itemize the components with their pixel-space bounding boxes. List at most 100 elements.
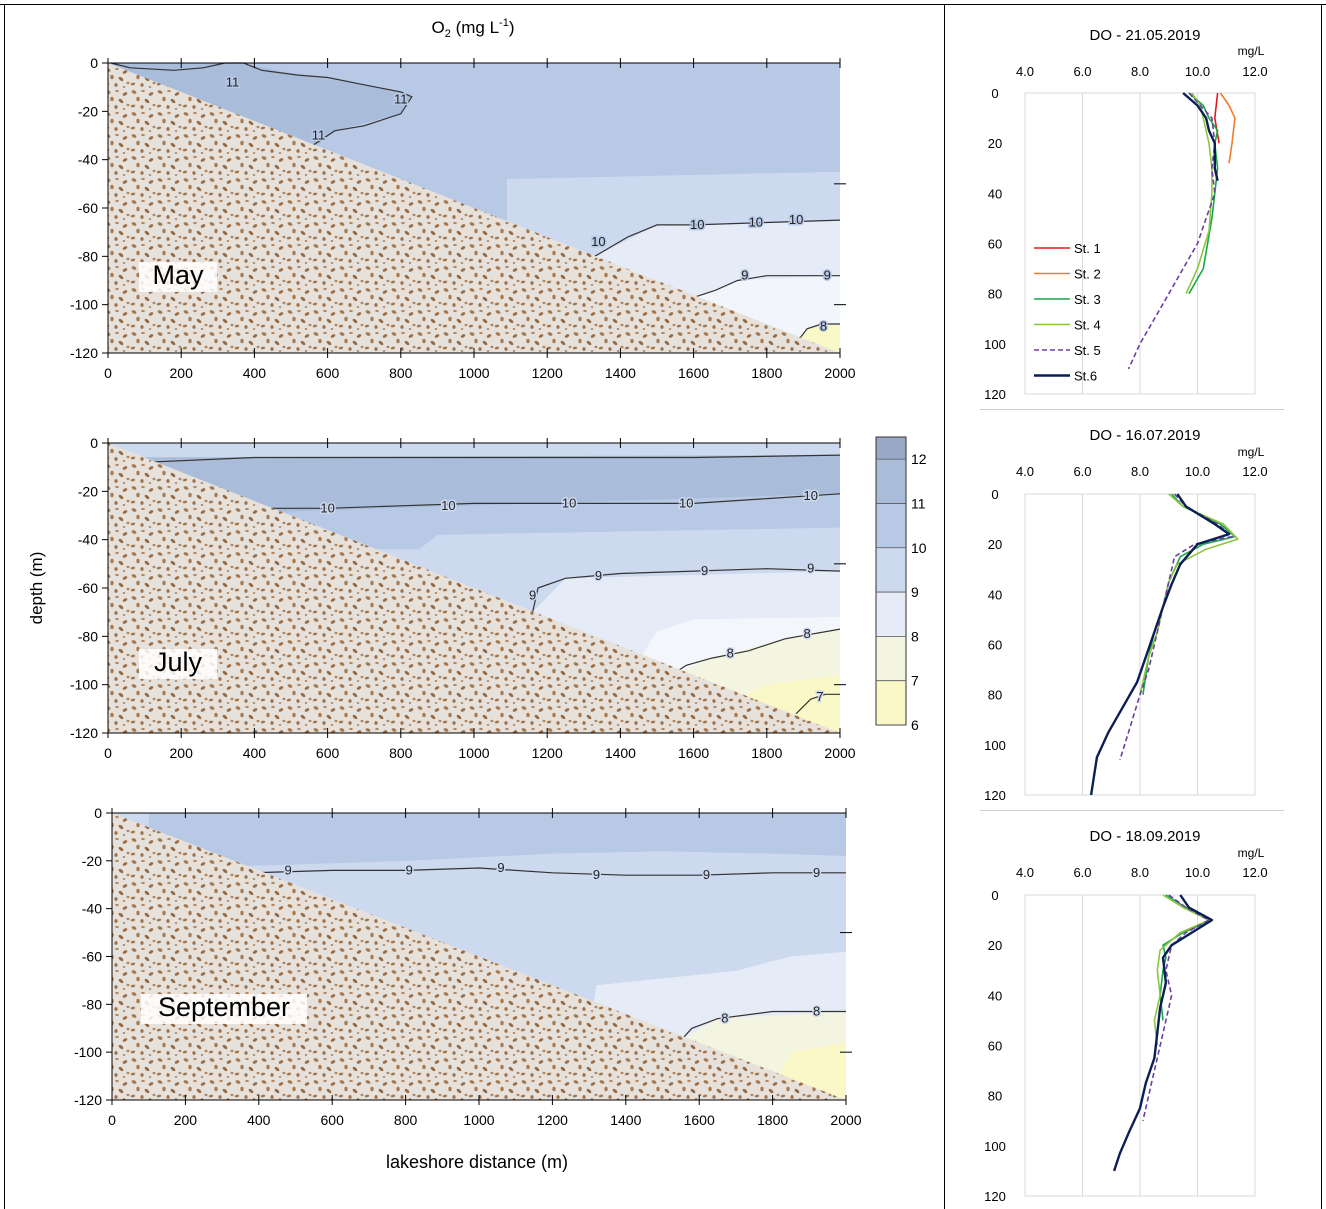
profile-y-tick-label: 100 (984, 1139, 1006, 1154)
x-tick-label: 1400 (610, 1112, 641, 1128)
o2-zone-10 (148, 813, 846, 866)
colorbar-tick-label: 11 (911, 495, 926, 511)
profile-y-tick-label: 0 (991, 487, 998, 502)
y-tick-label: -100 (70, 297, 98, 313)
contour-label: 8 (820, 318, 827, 333)
y-tick-label: -100 (70, 677, 98, 693)
colorbar-swatch (876, 636, 906, 681)
x-tick-label: 600 (316, 745, 340, 761)
series-line-st4 (1139, 493, 1239, 695)
colorbar-tick-label: 8 (911, 628, 919, 644)
profile-x-tick-label: 8.0 (1131, 464, 1149, 479)
contour-label: 9 (285, 862, 292, 877)
contour-label: 8 (813, 1004, 820, 1019)
y-tick-label: 0 (94, 805, 102, 821)
contour-line-8 (680, 1010, 846, 1041)
y-tick-label: -60 (78, 580, 98, 596)
section-panel-september: 9 9 9 9 9 9 8 8 0 200 400 600 800 1000 1200 1400 1600 180… (74, 805, 862, 1128)
x-tick-label: 0 (108, 1112, 116, 1128)
y-tick-label: -20 (78, 103, 98, 119)
profile-y-tick-label: 20 (988, 938, 1002, 953)
series-line-st6 (1182, 92, 1219, 182)
section-panel-july: 10 10 10 10 10 9 9 9 9 8 8 7 0 200 400 600 800 1000 1200 14… (70, 435, 856, 761)
profile-x-tick-label: 10.0 (1185, 865, 1210, 880)
profile-title: DO - 18.09.2019 (1090, 828, 1201, 845)
series-line-st2 (1219, 92, 1236, 164)
o2-zone-surface (108, 443, 840, 456)
contour-label: 9 (807, 561, 814, 576)
contour-line-9 (532, 568, 841, 613)
x-tick-label: 1000 (458, 365, 489, 381)
series-line-st3 (1188, 92, 1219, 295)
x-tick-label: 1000 (463, 1112, 494, 1128)
profile-y-tick-label: 0 (991, 888, 998, 903)
profile-x-tick-label: 8.0 (1131, 865, 1149, 880)
contour-label: 9 (701, 563, 708, 578)
panel-label-may: May (152, 260, 204, 290)
panel-label-september: September (158, 992, 290, 1022)
y-tick-label: -100 (74, 1044, 102, 1060)
contour-label: 11 (226, 74, 240, 89)
x-tick-label: 800 (389, 365, 413, 381)
series-line-st4 (1153, 894, 1210, 1046)
legend-label: St. 5 (1074, 343, 1101, 358)
profile-y-tick-label: 40 (988, 186, 1002, 201)
profile-y-tick-label: 60 (988, 1039, 1002, 1054)
colorbar-swatch (876, 680, 906, 725)
sediment-wedge (112, 813, 846, 1100)
profile-x-tick-label: 6.0 (1073, 464, 1091, 479)
profile-x-tick-label: 4.0 (1016, 865, 1034, 880)
profile-title: DO - 21.05.2019 (1090, 27, 1201, 44)
y-tick-label: -40 (78, 532, 98, 548)
profile-y-tick-label: 120 (984, 788, 1006, 803)
legend-label: St. 2 (1074, 267, 1101, 282)
panel-label-bg (139, 262, 217, 292)
lakeshore-distance-axis-label: lakeshore distance (m) (386, 1152, 568, 1172)
sediment-wedge (108, 443, 840, 733)
x-tick-label: 1600 (684, 1112, 715, 1128)
contour-label: 8 (727, 645, 734, 660)
section-panel-may: 11 11 11 10 10 10 10 9 9 8 0 200 400 600 800 1000 1200 14… (70, 55, 856, 381)
contour-label: 10 (441, 498, 455, 513)
x-tick-label: 1200 (532, 745, 563, 761)
profile-y-tick-label: 80 (988, 688, 1002, 703)
contour-line-7 (795, 693, 840, 715)
contour-line-11 (144, 454, 841, 463)
x-tick-label: 200 (170, 745, 194, 761)
contour-label: 9 (741, 268, 748, 283)
contour-line-9 (693, 275, 840, 298)
colorbar-tick-label: 10 (911, 540, 927, 556)
legend-label: St. 4 (1074, 318, 1101, 333)
contour-label: 10 (562, 495, 576, 510)
colorbar-swatch (876, 503, 906, 548)
legend-label: St.6 (1074, 369, 1097, 384)
colorbar-swatch (876, 547, 906, 593)
do-profile-panel-may: 4.0 6.0 8.0 10.0 12.0 0 20 40 60 80 100 120 DO - 21.… (984, 27, 1268, 402)
profile-y-tick-label: 20 (988, 136, 1002, 151)
profile-unit-label: mg/L (1238, 44, 1265, 58)
contour-line-8 (795, 323, 840, 344)
do-profile-panel-july: 4.0 6.0 8.0 10.0 12.0 0 20 40 60 80 100 120 DO - 16.… (984, 427, 1268, 803)
sediment-wedge (108, 63, 840, 353)
profile-x-tick-label: 12.0 (1242, 64, 1267, 79)
x-tick-label: 1800 (751, 745, 782, 761)
y-tick-label: 0 (90, 435, 98, 451)
profile-x-tick-label: 8.0 (1131, 64, 1149, 79)
panel-label-bg (141, 994, 307, 1024)
contour-label: 9 (595, 568, 602, 583)
x-tick-label: 2000 (824, 745, 855, 761)
x-tick-label: 400 (247, 1112, 271, 1128)
depth-axis-label: depth (m) (27, 552, 46, 625)
series-line-st5 (1142, 894, 1210, 1121)
y-tick-label: -20 (82, 853, 102, 869)
y-tick-label: -20 (78, 483, 98, 499)
contour-label: 8 (721, 1011, 728, 1026)
x-tick-label: 1400 (605, 745, 636, 761)
profile-title: DO - 16.07.2019 (1090, 427, 1201, 444)
profile-y-tick-label: 40 (988, 587, 1002, 602)
contour-label: 10 (320, 500, 334, 515)
legend-label: St. 1 (1074, 241, 1101, 256)
series-line-st6 (1089, 493, 1231, 796)
profile-x-tick-label: 12.0 (1242, 464, 1267, 479)
